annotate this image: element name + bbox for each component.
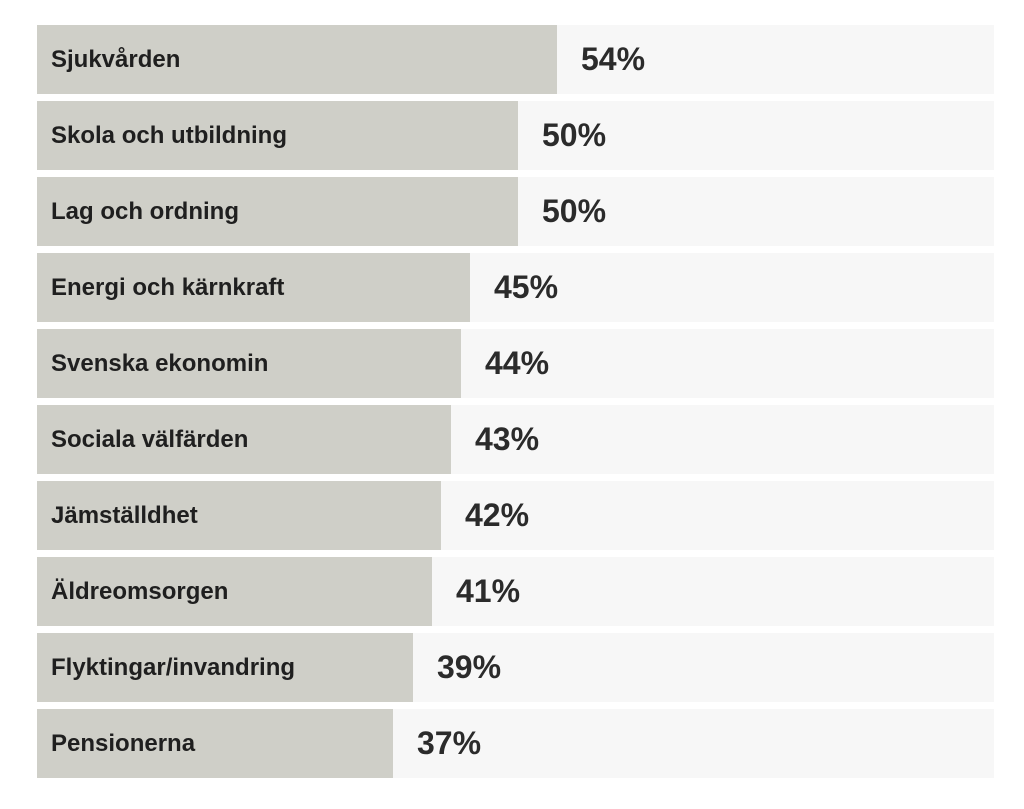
category-label: Lag och ordning (51, 197, 239, 225)
bar (37, 329, 461, 398)
bar (37, 253, 470, 322)
bar (37, 177, 518, 246)
value-label: 37% (417, 725, 482, 761)
bar-row: Sjukvården 54% (37, 25, 994, 94)
bar (37, 481, 441, 550)
category-label: Sociala välfärden (51, 425, 249, 453)
bar-row: Skola och utbildning 50% (37, 101, 994, 170)
bar-row: Energi och kärnkraft 45% (37, 253, 994, 322)
value-label: 42% (465, 497, 530, 533)
value-label: 44% (485, 345, 550, 381)
value-label: 50% (542, 193, 607, 229)
horizontal-bar-chart: Sjukvården 54% Skola och utbildning 50% Lag … (37, 25, 994, 785)
bar-row: Sociala välfärden 43% (37, 405, 994, 474)
bar-row: Lag och ordning 50% (37, 177, 994, 246)
value-label: 45% (494, 269, 559, 305)
value-label: 41% (456, 573, 521, 609)
bar-row: Äldreomsorgen 41% (37, 557, 994, 626)
bar (37, 557, 432, 626)
value-label: 50% (542, 117, 607, 153)
value-label: 54% (581, 41, 646, 77)
bar-row: Pensionerna 37% (37, 709, 994, 778)
value-label: 39% (437, 649, 502, 685)
category-label: Pensionerna (51, 729, 196, 757)
category-label: Skola och utbildning (51, 121, 287, 149)
value-label: 43% (475, 421, 540, 457)
bar (37, 25, 557, 94)
bar-row: Flyktingar/invandring 39% (37, 633, 994, 702)
category-label: Svenska ekonomin (51, 349, 269, 377)
category-label: Energi och kärnkraft (51, 273, 285, 301)
category-label: Flyktingar/invandring (51, 653, 296, 681)
bar (37, 633, 413, 702)
bar (37, 101, 518, 170)
category-label: Sjukvården (51, 45, 181, 73)
bar-row: Jämställdhet 42% (37, 481, 994, 550)
bar (37, 405, 451, 474)
bar-row: Svenska ekonomin 44% (37, 329, 994, 398)
category-label: Jämställdhet (51, 501, 198, 529)
bar (37, 709, 393, 778)
category-label: Äldreomsorgen (51, 577, 229, 605)
